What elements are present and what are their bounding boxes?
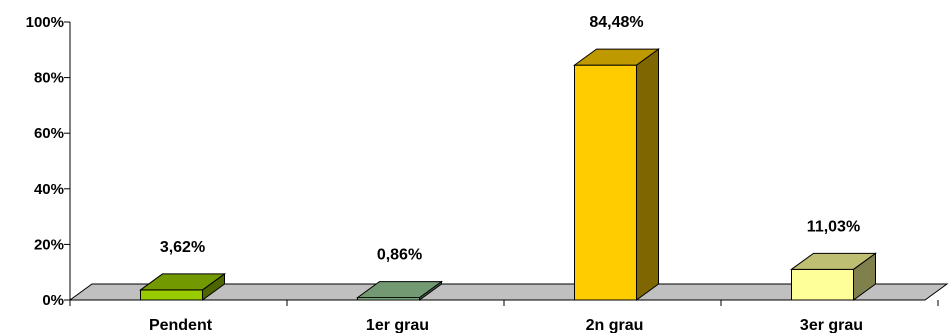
data-label: 11,03% [807, 218, 860, 235]
bar-3 [572, 48, 661, 301]
x-category-label: 1er grau [366, 317, 429, 333]
y-tick-label: 60% [34, 125, 64, 142]
bar-1 [138, 272, 227, 301]
data-label: 0,86% [377, 247, 422, 264]
bar-top [355, 281, 444, 299]
axes-group: 0% 20% 40% 60% 80% 100% [26, 14, 939, 309]
bar-front [574, 64, 637, 301]
bar-front [140, 289, 203, 301]
y-tick-label: 100% [26, 14, 64, 31]
bar-top [789, 252, 878, 270]
y-tick-label: 0% [42, 292, 64, 309]
bars-group [138, 48, 878, 301]
x-category-label: Pendent [149, 317, 213, 333]
bar-side [636, 48, 659, 301]
y-tick-label: 20% [34, 236, 64, 253]
data-label: 3,62% [160, 239, 205, 256]
y-tick-label: 40% [34, 181, 64, 198]
bar-top [572, 48, 661, 66]
x-category-label: 2n grau [586, 317, 644, 333]
y-tick-label: 80% [34, 70, 64, 87]
bar-2 [355, 280, 444, 301]
x-category-label: 3er grau [800, 317, 863, 333]
labels-group: 3,62% Pendent 0,86% 1er grau 84,48% 2n grau 11… [149, 14, 863, 333]
bar-top [138, 273, 227, 291]
bar-front [791, 268, 854, 301]
data-label: 84,48% [589, 14, 643, 31]
bar-4 [789, 252, 878, 301]
